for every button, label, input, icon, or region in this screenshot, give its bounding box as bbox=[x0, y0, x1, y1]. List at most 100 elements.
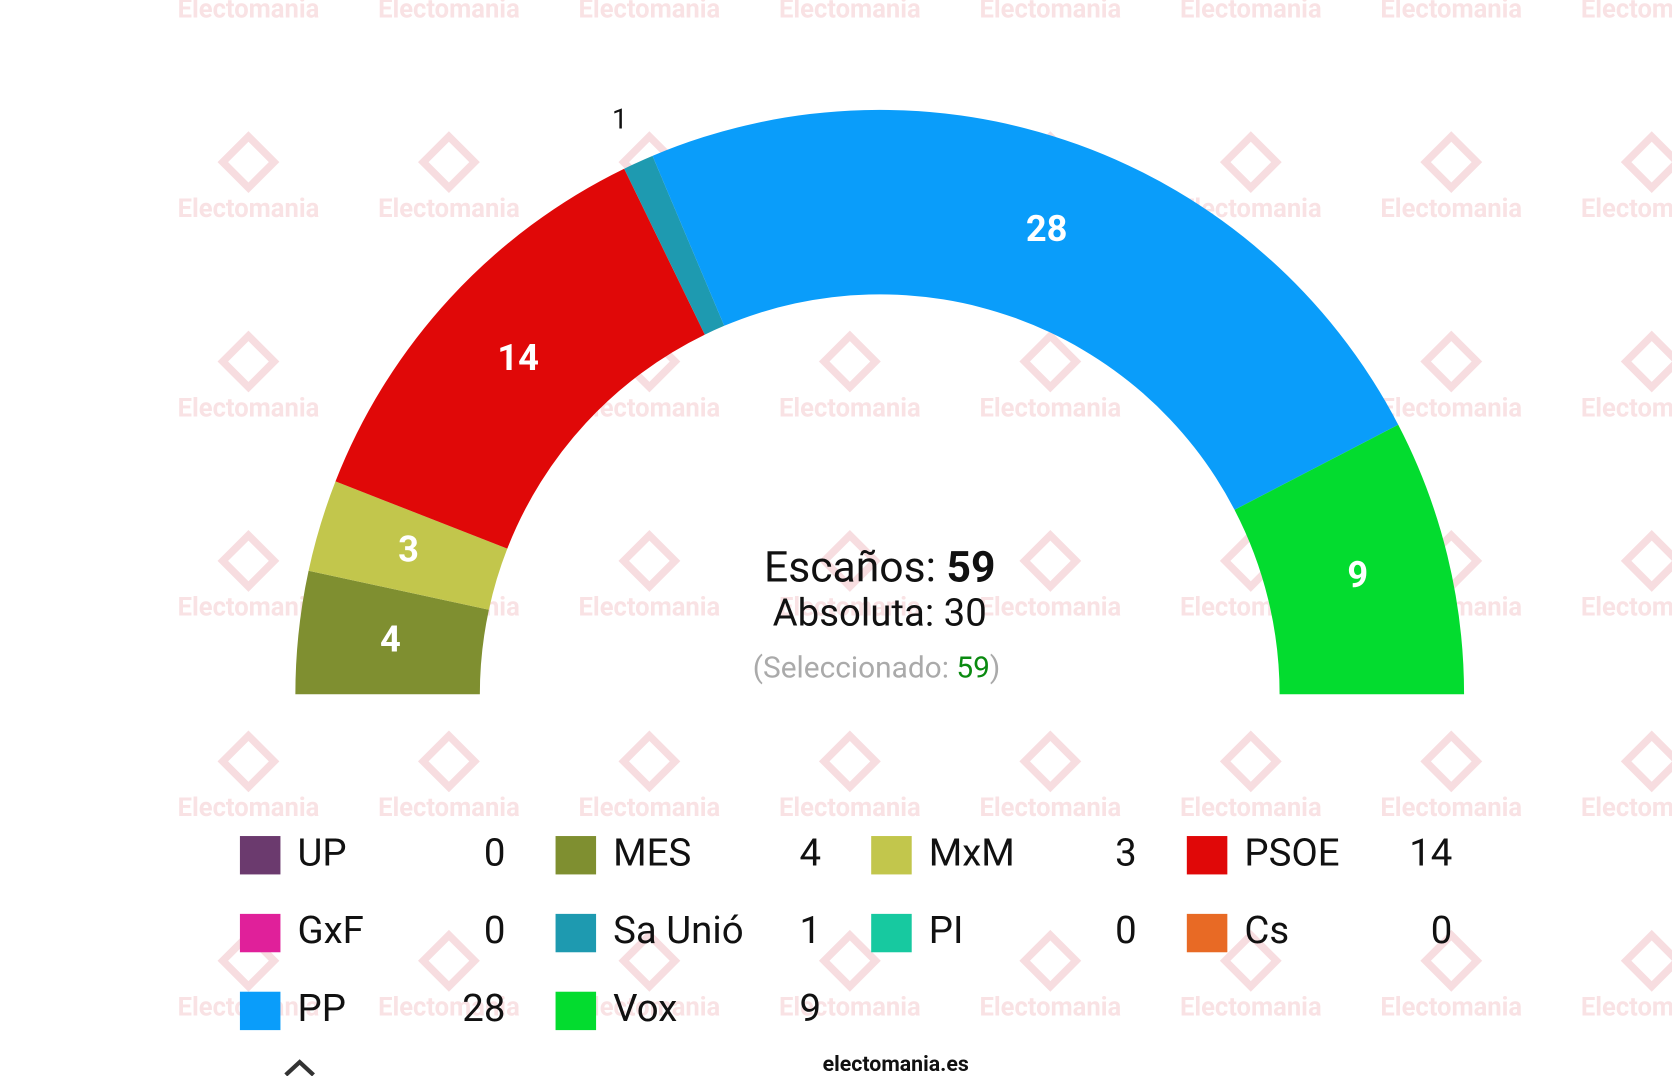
legend-value: 14 bbox=[1409, 830, 1452, 875]
legend-value: 1 bbox=[799, 908, 821, 953]
watermark-text: Electomania bbox=[1380, 194, 1522, 224]
watermark-logo bbox=[418, 929, 480, 992]
watermark-logo bbox=[217, 330, 280, 393]
watermark-text: Electomania bbox=[1380, 393, 1522, 423]
watermark-text: Electomania bbox=[1180, 0, 1322, 24]
selected-line: (Seleccionado: 59) bbox=[753, 651, 1001, 686]
legend-icon bbox=[555, 913, 597, 953]
watermark-text: Electomania bbox=[1581, 993, 1672, 1023]
majority-value: 30 bbox=[944, 590, 987, 635]
watermark-logo bbox=[1019, 530, 1082, 592]
watermark-logo bbox=[618, 730, 681, 793]
seat-arc bbox=[624, 155, 725, 335]
watermark-text: Electomania bbox=[779, 393, 921, 423]
watermark-text: Electomania bbox=[1380, 793, 1522, 823]
seat-arc bbox=[1234, 424, 1465, 695]
watermark-text: Electomania bbox=[178, 793, 320, 823]
seats-label: Escaños: bbox=[764, 543, 936, 593]
watermark-logo bbox=[818, 929, 881, 992]
watermark-text: Electomania bbox=[378, 793, 520, 823]
watermark-logo bbox=[1420, 929, 1483, 992]
legend-name: MxM bbox=[929, 830, 1015, 875]
watermark-text: Electomania bbox=[1581, 194, 1672, 224]
watermark-text: Electomania bbox=[1180, 993, 1322, 1023]
legend-name: PP bbox=[298, 986, 346, 1031]
watermark-logo bbox=[1620, 730, 1672, 793]
legend-value: 0 bbox=[484, 830, 506, 875]
legend-name: Vox bbox=[613, 986, 677, 1031]
legend-name: UP bbox=[298, 830, 347, 875]
watermark-text: Electomania bbox=[979, 993, 1121, 1023]
watermark-text: Electomania bbox=[779, 793, 921, 823]
selected-value: 59 bbox=[956, 651, 990, 686]
legend-icon bbox=[1186, 913, 1228, 953]
watermark-logo bbox=[1219, 730, 1282, 793]
hemicycle: 4 3 14 1 28 9 bbox=[295, 103, 1465, 695]
legend-value: 4 bbox=[799, 830, 821, 875]
watermark-text: Electomania bbox=[1581, 593, 1672, 623]
watermark-logo bbox=[1219, 929, 1282, 992]
seat-arc bbox=[335, 168, 705, 549]
watermark-text: Electomania bbox=[979, 593, 1121, 623]
watermark-text: Electomania bbox=[178, 593, 320, 623]
legend-value: 0 bbox=[484, 908, 506, 953]
legend-name: MES bbox=[613, 830, 691, 875]
seats-total: 59 bbox=[947, 543, 996, 593]
seat-label: 1 bbox=[612, 103, 628, 136]
watermark-logo bbox=[818, 530, 881, 592]
legend-value: 28 bbox=[462, 986, 505, 1031]
legend-value: 0 bbox=[1431, 908, 1453, 953]
majority-label: Absoluta: bbox=[773, 590, 934, 635]
legend-name: Cs bbox=[1244, 908, 1289, 953]
watermark-logo bbox=[1620, 530, 1672, 592]
watermark-text: Electomania bbox=[779, 993, 921, 1023]
legend-icon bbox=[1186, 836, 1228, 875]
watermark-text: Electomania bbox=[378, 0, 520, 24]
watermark-text: Electomania bbox=[178, 393, 320, 423]
watermark-logo bbox=[1019, 929, 1082, 992]
legend-icon bbox=[555, 991, 597, 1031]
legend-icon bbox=[239, 991, 281, 1031]
watermark-logo bbox=[1219, 131, 1282, 194]
watermark-logo bbox=[1019, 730, 1082, 793]
legend-value: 0 bbox=[1115, 908, 1137, 953]
watermark-text: Electomania bbox=[579, 0, 721, 24]
selected-label: (Seleccionado: bbox=[753, 651, 949, 686]
legend-icon bbox=[555, 836, 597, 875]
seat-label: 14 bbox=[497, 336, 539, 379]
watermark-text: Electomania bbox=[779, 593, 921, 623]
watermark-logo bbox=[618, 929, 681, 992]
watermark-text: Electomania bbox=[1380, 0, 1522, 24]
watermark-logo bbox=[217, 131, 280, 194]
scroll-arrow[interactable] bbox=[284, 1059, 315, 1076]
legend-icon bbox=[239, 836, 281, 875]
watermark-text: Electomania bbox=[1581, 793, 1672, 823]
seat-arc bbox=[295, 570, 489, 695]
watermark-text: Electomania bbox=[178, 0, 320, 24]
footer: electomania.es bbox=[823, 1052, 969, 1076]
watermark-text: Electomania bbox=[579, 993, 721, 1023]
watermark-text: Electomania bbox=[979, 0, 1121, 24]
watermark-text: Electomania bbox=[378, 993, 520, 1023]
legend-name: PSOE bbox=[1244, 830, 1339, 875]
watermark-logo bbox=[1620, 929, 1672, 992]
seat-label: 4 bbox=[380, 617, 401, 660]
watermark-logo bbox=[818, 730, 881, 793]
watermark-text: Electomania bbox=[979, 393, 1121, 423]
watermark-text: Electomania bbox=[579, 593, 721, 623]
watermark-logo bbox=[217, 730, 280, 793]
legend-value: 9 bbox=[799, 986, 821, 1031]
watermark-text: Electomania bbox=[1581, 393, 1672, 423]
watermark-logo bbox=[1620, 330, 1672, 393]
watermark-logo bbox=[618, 530, 681, 592]
seat-label: 28 bbox=[1026, 207, 1068, 250]
watermark-text: Electomania bbox=[378, 194, 520, 224]
legend-icon bbox=[871, 913, 912, 953]
watermark-text: Electomania bbox=[779, 0, 921, 24]
majority-line: Absoluta: 30 bbox=[773, 590, 987, 635]
seat-label: 3 bbox=[398, 528, 419, 571]
legend: UP 0 MES 4 MxM 3 PSOE 14 GxF 0 Sa Unió 1 PI 0 Cs 0 PP 28 V… bbox=[239, 830, 1453, 1031]
legend-name: Sa Unió bbox=[613, 908, 743, 953]
